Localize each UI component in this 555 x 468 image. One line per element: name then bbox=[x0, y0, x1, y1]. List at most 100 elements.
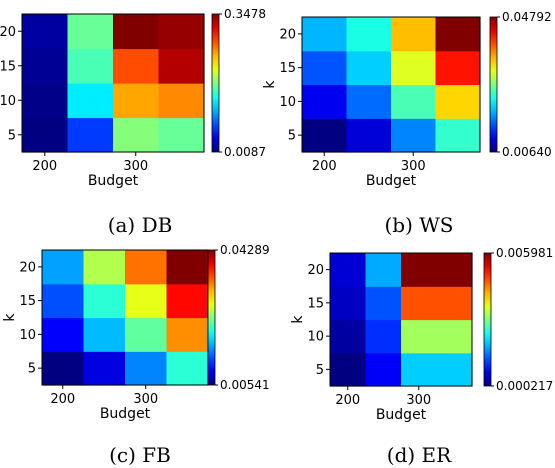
heatmap-cell bbox=[366, 320, 402, 354]
heatmap-cell bbox=[436, 85, 481, 119]
heatmap-cell bbox=[84, 318, 126, 352]
heatmap-cell bbox=[302, 51, 347, 85]
y-tick-label: 20 bbox=[307, 263, 324, 278]
x-axis-label: Budget bbox=[366, 173, 417, 189]
y-tick-label: 10 bbox=[307, 330, 324, 345]
heatmap-cell bbox=[437, 320, 473, 354]
heatmap-cell bbox=[366, 253, 402, 287]
y-tick-label: 20 bbox=[0, 25, 16, 40]
panel-caption: (d) ER bbox=[387, 443, 452, 467]
heatmap-cell bbox=[68, 49, 114, 84]
colorbar bbox=[484, 253, 491, 386]
colorbar bbox=[208, 250, 215, 385]
heatmap-cell bbox=[68, 83, 114, 118]
heatmap-cell bbox=[330, 253, 366, 287]
heatmap-cell bbox=[302, 85, 347, 119]
y-tick-label: 5 bbox=[28, 362, 36, 377]
y-tick-label: 5 bbox=[288, 129, 296, 144]
heatmap-cell bbox=[302, 118, 347, 152]
heatmap-cell bbox=[436, 17, 481, 51]
colorbar-min-label: 0.000217 bbox=[496, 379, 553, 393]
colorbar-max-label: 0.005981 bbox=[496, 246, 553, 260]
x-axis-label: Budget bbox=[88, 173, 139, 189]
panel-caption: (c) FB bbox=[109, 443, 171, 467]
y-tick-label: 15 bbox=[0, 59, 16, 74]
y-tick-label: 15 bbox=[307, 296, 324, 311]
y-tick-label: 20 bbox=[279, 27, 296, 42]
panel-caption: (a) DB bbox=[108, 213, 173, 237]
x-tick-label: 200 bbox=[32, 159, 57, 174]
y-tick-label: 5 bbox=[316, 363, 324, 378]
heatmap-cell bbox=[22, 118, 68, 153]
heatmap-cell bbox=[22, 83, 68, 118]
heatmap-cell bbox=[22, 14, 68, 49]
heatmap-cell bbox=[347, 118, 392, 152]
heatmap-cell bbox=[330, 320, 366, 354]
heatmap-cell bbox=[167, 351, 209, 385]
heatmap-cell bbox=[401, 253, 437, 287]
colorbar-min-label: 0.00541 bbox=[220, 378, 270, 392]
y-tick-label: 5 bbox=[8, 128, 16, 143]
heatmap-cell bbox=[113, 83, 159, 118]
heatmap-cell bbox=[84, 250, 126, 284]
heatmap-cell bbox=[125, 284, 167, 318]
x-tick-label: 200 bbox=[335, 393, 360, 408]
colorbar-max-label: 0.3478 bbox=[224, 7, 266, 21]
colorbar-max-label: 0.04792 bbox=[502, 10, 552, 24]
heatmap-cell bbox=[167, 284, 209, 318]
panel-caption: (b) WS bbox=[384, 213, 453, 237]
heatmap-cell bbox=[113, 118, 159, 153]
colorbar bbox=[212, 14, 219, 152]
heatmap-cell bbox=[330, 286, 366, 320]
heatmap-cell bbox=[42, 318, 84, 352]
heatmap-cell bbox=[159, 14, 205, 49]
heatmap-cell bbox=[437, 353, 473, 387]
heatmap-cell bbox=[84, 351, 126, 385]
x-axis-label: Budget bbox=[376, 407, 427, 423]
heatmap-cell bbox=[159, 49, 205, 84]
heatmap-cell bbox=[42, 351, 84, 385]
heatmap-cell bbox=[167, 250, 209, 284]
heatmap-cell bbox=[330, 353, 366, 387]
x-tick-label: 300 bbox=[406, 393, 431, 408]
x-tick-label: 200 bbox=[312, 159, 337, 174]
heatmap-cell bbox=[302, 17, 347, 51]
heatmap-cell bbox=[436, 51, 481, 85]
y-axis-label: k bbox=[262, 80, 278, 89]
y-tick-label: 10 bbox=[19, 328, 36, 343]
y-tick-label: 20 bbox=[19, 260, 36, 275]
colorbar-max-label: 0.04289 bbox=[220, 243, 270, 257]
heatmap-cell bbox=[42, 284, 84, 318]
y-tick-label: 10 bbox=[279, 95, 296, 110]
heatmap-cell bbox=[347, 17, 392, 51]
x-tick-label: 300 bbox=[133, 392, 158, 407]
heatmap-cell bbox=[125, 318, 167, 352]
heatmap-cell bbox=[22, 49, 68, 84]
heatmap-cell bbox=[125, 250, 167, 284]
heatmap-cell bbox=[391, 17, 436, 51]
x-axis-label: Budget bbox=[100, 406, 151, 422]
colorbar bbox=[490, 17, 497, 152]
heatmap-cell bbox=[159, 83, 205, 118]
y-tick-label: 15 bbox=[279, 61, 296, 76]
heatmap-cell bbox=[437, 286, 473, 320]
heatmap-cell bbox=[391, 51, 436, 85]
heatmap-cell bbox=[436, 118, 481, 152]
heatmap-cell bbox=[167, 318, 209, 352]
y-tick-label: 15 bbox=[19, 294, 36, 309]
heatmap-cell bbox=[437, 253, 473, 287]
x-tick-label: 300 bbox=[401, 159, 426, 174]
heatmap-cell bbox=[84, 284, 126, 318]
heatmap-cell bbox=[125, 351, 167, 385]
heatmap-cell bbox=[401, 353, 437, 387]
y-tick-label: 10 bbox=[0, 94, 16, 109]
x-tick-label: 300 bbox=[123, 159, 148, 174]
heatmap-cell bbox=[401, 286, 437, 320]
heatmap-cell bbox=[401, 320, 437, 354]
heatmap-cell bbox=[42, 250, 84, 284]
heatmap-cell bbox=[113, 14, 159, 49]
